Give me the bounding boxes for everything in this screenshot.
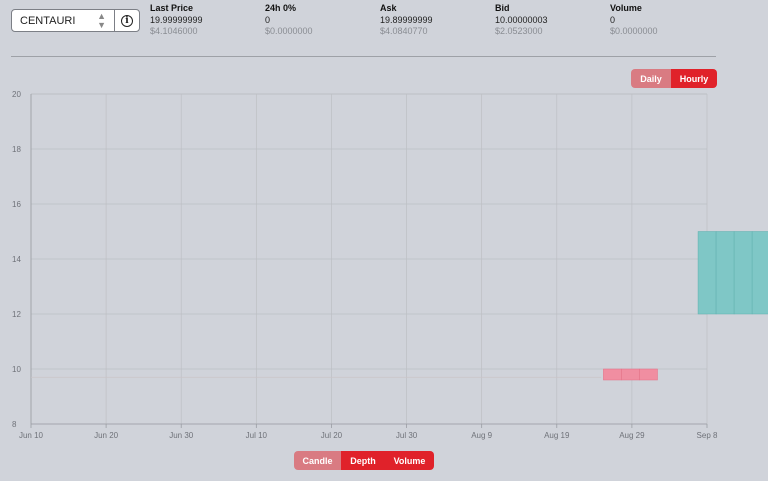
x-tick-label: Aug 19 — [544, 431, 570, 440]
stat-value: 19.89999999 — [380, 14, 433, 25]
ask-bar — [697, 231, 717, 315]
candle-button[interactable]: Candle — [294, 451, 341, 470]
y-tick-label: 12 — [12, 310, 21, 319]
bid-bar — [621, 368, 640, 381]
info-icon: i — [121, 14, 133, 27]
stat-usd: $2.0523000 — [495, 26, 543, 36]
stat-usd: $4.0840770 — [380, 26, 428, 36]
y-tick-label: 10 — [12, 365, 21, 374]
stat-label: Ask — [380, 3, 397, 13]
stat-24h: 24h 0% 0 $0.0000000 — [265, 3, 313, 38]
info-button[interactable]: i — [115, 10, 139, 31]
stat-value: 0 — [610, 14, 616, 25]
x-tick-label: Jun 20 — [94, 431, 119, 440]
interval-toggle: Daily Hourly — [631, 69, 717, 88]
y-tick-label: 8 — [12, 420, 17, 429]
stat-value: 10.00000003 — [495, 14, 548, 25]
header-divider — [11, 56, 716, 57]
market-select[interactable]: CENTAURI ▲ ▼ i — [11, 9, 140, 32]
market-select-field[interactable]: CENTAURI ▲ ▼ — [12, 10, 115, 31]
bid-bar — [603, 368, 622, 381]
x-tick-label: Jun 30 — [169, 431, 194, 440]
y-tick-label: 20 — [12, 90, 21, 99]
ask-bar — [715, 231, 735, 315]
stat-usd: $0.0000000 — [265, 26, 313, 36]
stat-usd: $0.0000000 — [610, 26, 658, 36]
stat-value: 19.99999999 — [150, 14, 203, 25]
ask-bar — [751, 231, 768, 315]
volume-button[interactable]: Volume — [385, 451, 434, 470]
stat-label: 24h 0% — [265, 3, 297, 13]
depth-button[interactable]: Depth — [341, 451, 385, 470]
x-tick-label: Jun 10 — [19, 431, 44, 440]
x-tick-label: Jul 30 — [396, 431, 418, 440]
x-tick-label: Jul 20 — [321, 431, 343, 440]
x-tick-label: Sep 8 — [697, 431, 718, 440]
x-tick-label: Aug 29 — [619, 431, 645, 440]
stat-label: Volume — [610, 3, 642, 13]
y-tick-label: 16 — [12, 200, 21, 209]
stat-last-price: Last Price 19.99999999 $4.1046000 — [150, 3, 203, 38]
stat-volume: Volume 0 $0.0000000 — [610, 3, 658, 38]
stat-ask: Ask 19.89999999 $4.0840770 — [380, 3, 433, 38]
hourly-button[interactable]: Hourly — [671, 69, 717, 88]
stat-value: 0 — [265, 14, 271, 25]
stat-label: Bid — [495, 3, 510, 13]
ask-bar — [733, 231, 753, 315]
stat-label: Last Price — [150, 3, 194, 13]
daily-button[interactable]: Daily — [631, 69, 671, 88]
market-select-value: CENTAURI — [20, 14, 76, 27]
stat-usd: $4.1046000 — [150, 26, 198, 36]
bid-bar — [639, 368, 658, 381]
y-tick-label: 14 — [12, 255, 21, 264]
x-tick-label: Aug 9 — [471, 431, 492, 440]
view-toggle: Candle Depth Volume — [294, 451, 434, 470]
y-tick-label: 18 — [12, 145, 21, 154]
x-tick-label: Jul 10 — [246, 431, 268, 440]
stat-bid: Bid 10.00000003 $2.0523000 — [495, 3, 548, 38]
updown-chevron-icon: ▲ ▼ — [97, 10, 106, 30]
